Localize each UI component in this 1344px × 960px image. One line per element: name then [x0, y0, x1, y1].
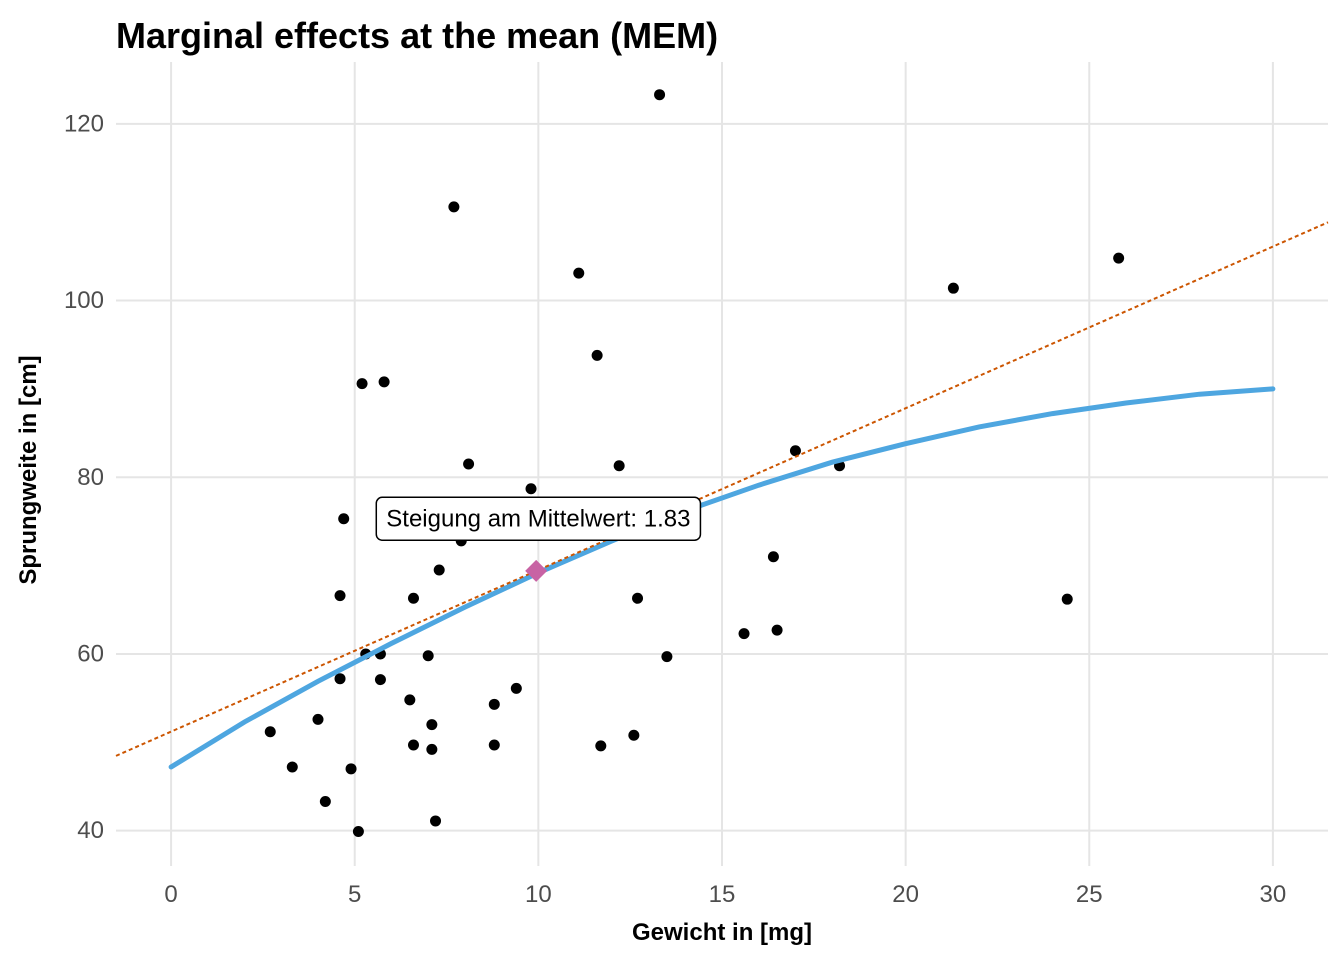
x-axis-ticks: 0 5 10 15 20 25 30: [164, 881, 1286, 908]
scatter-point: [488, 739, 500, 751]
scatter-point: [404, 694, 416, 706]
scatter-point: [433, 564, 445, 576]
scatter-point: [595, 740, 607, 752]
scatter-point: [628, 729, 640, 741]
horizontal-gridlines: [116, 122, 1328, 832]
annotation-box: [375, 496, 702, 542]
scatter-point: [1061, 593, 1073, 605]
scatter-point: [632, 592, 644, 604]
y-axis-ticks: 40 60 80 100 120: [64, 110, 104, 844]
scatter-point: [286, 761, 298, 773]
scatter-point: [426, 743, 438, 755]
scatter-point: [378, 376, 390, 388]
y-tick-label: 40: [77, 817, 104, 844]
scatter-point: [738, 628, 750, 640]
y-tick-label: 60: [77, 640, 104, 667]
slope-annotation: Steigung am Mittelwert: 1.83: [375, 496, 702, 542]
y-tick-label: 80: [77, 464, 104, 491]
x-tick-label: 10: [525, 881, 552, 908]
scatter-point: [334, 673, 346, 685]
scatter-point: [573, 267, 585, 279]
scatter-point: [448, 201, 460, 213]
mean-point-marker: [525, 559, 548, 582]
scatter-point: [374, 674, 386, 686]
scatter-point: [1113, 252, 1125, 264]
y-tick-label: 120: [64, 110, 104, 137]
scatter-point: [264, 726, 276, 738]
scatter-point: [488, 698, 500, 710]
x-tick-label: 25: [1076, 881, 1103, 908]
x-tick-label: 30: [1260, 881, 1287, 908]
scatter-point: [352, 826, 364, 838]
x-tick-label: 15: [709, 881, 736, 908]
tangent-line: [115, 221, 1329, 757]
fit-curve-line: [168, 386, 1276, 770]
y-axis-label: Sprungweite in [cm]: [15, 355, 42, 584]
scatter-point: [947, 282, 959, 294]
x-tick-label: 20: [892, 881, 919, 908]
vertical-gridlines: [170, 62, 1274, 866]
scatter-point: [422, 650, 434, 662]
scatter-point: [319, 796, 331, 808]
scatter-point: [463, 458, 475, 470]
scatter-point: [771, 624, 783, 636]
scatter-point: [430, 815, 442, 827]
y-tick-label: 100: [64, 287, 104, 314]
scatter-point: [407, 592, 419, 604]
scatter-point: [510, 682, 522, 694]
scatter-point: [591, 349, 603, 361]
scatter-point: [789, 445, 801, 457]
scatter-point: [661, 651, 673, 663]
annotation-text: Steigung am Mittelwert: 1.83: [386, 505, 690, 532]
scatter-point: [613, 460, 625, 472]
scatter-point: [312, 713, 324, 725]
scatter-point: [356, 378, 368, 390]
scatter-point: [426, 719, 438, 731]
scatter-point: [654, 89, 666, 101]
x-tick-label: 0: [164, 881, 177, 908]
scatter-point: [525, 483, 537, 495]
scatter-point: [407, 739, 419, 751]
scatter-point: [345, 763, 357, 775]
x-axis-label: Gewicht in [mg]: [632, 919, 812, 946]
x-tick-label: 5: [348, 881, 361, 908]
scatter-point: [338, 513, 350, 525]
scatter-points: [264, 89, 1125, 838]
scatter-point: [334, 590, 346, 602]
chart-title: Marginal effects at the mean (MEM): [116, 15, 718, 56]
scatter-point: [767, 551, 779, 563]
